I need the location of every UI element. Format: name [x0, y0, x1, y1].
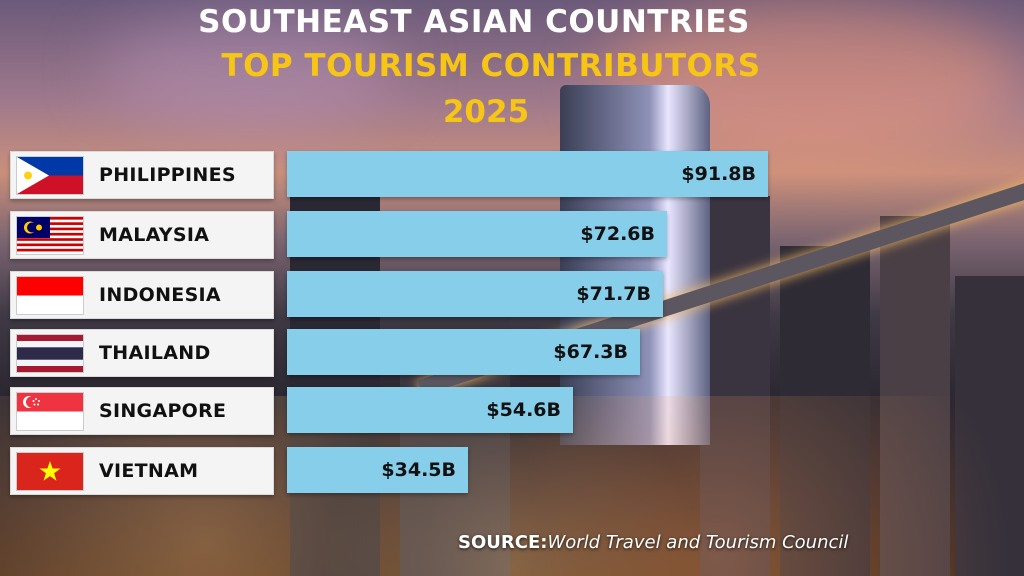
country-label-box: SINGAPORE: [10, 387, 274, 435]
bar: $34.5B: [287, 447, 468, 493]
malaysia-flag-icon: [16, 216, 84, 255]
bar-value-label: $34.5B: [381, 459, 456, 481]
source-prefix: SOURCE:: [458, 532, 548, 553]
bar: $71.7B: [287, 271, 663, 317]
bar-value-label: $91.8B: [681, 163, 756, 185]
bar: $72.6B: [287, 211, 667, 257]
bar-value-label: $72.6B: [580, 223, 655, 245]
bar: $54.6B: [287, 387, 573, 433]
country-name: INDONESIA: [99, 284, 221, 306]
bar-value-label: $71.7B: [576, 283, 651, 305]
source-text: World Travel and Tourism Council: [547, 532, 849, 553]
country-name: THAILAND: [99, 342, 211, 364]
country-name: MALAYSIA: [99, 224, 210, 246]
bar-value-label: $67.3B: [553, 341, 628, 363]
bar-value-label: $54.6B: [486, 399, 561, 421]
vietnam-flag-icon: [16, 452, 84, 491]
chart-title-line2: TOP TOURISM CONTRIBUTORS: [221, 48, 761, 84]
country-name: SINGAPORE: [99, 400, 227, 422]
country-label-box: THAILAND: [10, 329, 274, 377]
chart-year: 2025: [442, 94, 530, 130]
bar: $91.8B: [287, 151, 768, 197]
country-label-box: INDONESIA: [10, 271, 274, 319]
indonesia-flag-icon: [16, 276, 84, 315]
country-label-box: PHILIPPINES: [10, 151, 274, 199]
country-label-box: MALAYSIA: [10, 211, 274, 259]
philippines-flag-icon: [16, 156, 84, 195]
chart-title-line1: SOUTHEAST ASIAN COUNTRIES: [198, 4, 750, 40]
country-label-box: VIETNAM: [10, 447, 274, 495]
country-name: PHILIPPINES: [99, 164, 236, 186]
singapore-flag-icon: [16, 392, 84, 431]
source-note: SOURCE:World Travel and Tourism Council: [458, 532, 848, 553]
country-name: VIETNAM: [99, 460, 199, 482]
bar: $67.3B: [287, 329, 640, 375]
thailand-flag-icon: [16, 334, 84, 373]
